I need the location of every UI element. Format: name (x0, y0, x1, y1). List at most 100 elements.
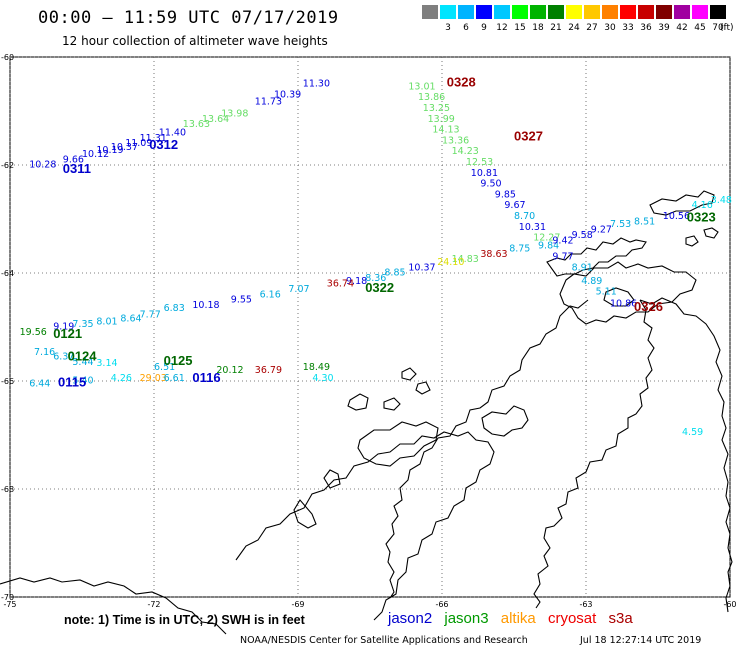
legend-swatch (566, 5, 582, 19)
wave-height-value: 9.77 (552, 252, 573, 263)
legend-swatch (494, 5, 510, 19)
legend-label: 45 (694, 23, 706, 33)
wave-height-value: 8.70 (514, 211, 535, 222)
coastline-peninsula-west (385, 299, 589, 599)
sat-altika: altika (500, 610, 536, 627)
legend-label: 9 (481, 23, 487, 33)
legend-label: 24 (568, 23, 580, 33)
legend-swatch (476, 5, 492, 19)
legend-swatch (584, 5, 600, 19)
wave-height-value: 7.35 (72, 319, 93, 330)
legend-label: 27 (586, 23, 598, 33)
wave-height-value: 10.12 (82, 149, 109, 160)
wave-height-value: 14.13 (432, 125, 459, 136)
longitude-label: -72 (147, 600, 160, 609)
wave-height-value: 13.25 (423, 103, 450, 114)
wave-height-value: 8.01 (96, 316, 117, 327)
wave-height-value: 9.42 (552, 235, 573, 246)
wave-height-value: 7.53 (610, 219, 631, 230)
wave-height-value: 36.79 (255, 365, 282, 376)
wave-height-value: 14.23 (452, 146, 479, 157)
longitude-label: -75 (3, 600, 16, 609)
wave-height-value: 7.16 (34, 347, 55, 358)
legend-label: 21 (550, 23, 562, 33)
legend-label: 33 (622, 23, 634, 33)
latitude-label: -70 (1, 593, 14, 602)
coastline-southwest (0, 577, 227, 635)
wave-height-value: 9.55 (231, 295, 252, 306)
footer-timestamp: Jul 18 12:27:14 UTC 2019 (580, 635, 702, 646)
legend-label: 6 (463, 23, 469, 33)
longitude-label: -69 (291, 600, 304, 609)
legend-label: 39 (658, 23, 670, 33)
latitude-label: -66 (1, 377, 14, 386)
wave-height-value: 38.63 (480, 249, 507, 260)
legend-label: 70 (712, 23, 724, 33)
wave-height-value: 12.27 (533, 233, 560, 244)
sat-jason3: jason3 (444, 610, 489, 627)
coastline-peninsula-east (533, 299, 655, 609)
wave-height-value: 5.11 (596, 287, 617, 298)
wave-height-value: 10.37 (111, 142, 138, 153)
legend-swatch (674, 5, 690, 19)
wave-height-value: 9.85 (495, 189, 516, 200)
legend-swatch (656, 5, 672, 19)
pass-time-label: 0327 (514, 129, 543, 144)
wave-height-value: 8.75 (509, 243, 530, 254)
wave-height-value: 7.07 (288, 284, 309, 295)
legend-unit: (ft) (720, 23, 734, 33)
wave-height-value: 18.49 (303, 362, 330, 373)
wave-height-value: 19.56 (20, 327, 47, 338)
coastline-islands-a (649, 190, 715, 216)
wave-height-value: 10.37 (408, 262, 435, 273)
pass-time-label: 0124 (68, 348, 98, 363)
wave-height-value: 6.51 (154, 362, 175, 373)
wave-height-value: 24.10 (437, 257, 464, 268)
wave-height-value: 8.51 (634, 216, 655, 227)
legend-swatch (422, 5, 438, 19)
wave-height-value: 13.01 (408, 81, 435, 92)
wave-height-value: 13.99 (428, 114, 455, 125)
map-title: 00:00 – 11:59 UTC 07/17/2019 (38, 8, 339, 28)
observation-labels: 10.28 9.6610.1210.1910.3711.0911.3111.401… (20, 75, 732, 438)
map-subtitle: 12 hour collection of altimeter wave hei… (62, 34, 328, 48)
footer-note: note: 1) Time is in UTC; 2) SWH is in fe… (64, 613, 305, 627)
wave-height-value: 13.36 (442, 135, 469, 146)
wave-height-value: 13.98 (221, 108, 248, 119)
latitude-label: -64 (1, 269, 14, 278)
wave-height-value: 9.84 (538, 241, 559, 252)
legend-swatch (620, 5, 636, 19)
longitude-label: -60 (723, 600, 736, 609)
latitude-label: -68 (1, 485, 14, 494)
legend-label: 3 (445, 23, 451, 33)
wave-height-value: 20.12 (216, 365, 243, 376)
coastline-biscoe-islands (383, 367, 431, 411)
coastline-south-shetlands (546, 237, 647, 277)
coastline-alexander-island (357, 421, 439, 467)
coastline-charcot (347, 393, 369, 411)
wave-height-value: 9.50 (480, 179, 501, 190)
wave-height-value: 4.26 (111, 373, 132, 384)
wave-height-value: 10.18 (192, 300, 219, 311)
wave-height-value: 11.73 (255, 97, 282, 108)
wave-height-value: 8.36 (365, 273, 386, 284)
pass-time-label: 0323 (687, 210, 716, 225)
wave-height-value: 13.64 (202, 114, 229, 125)
sat-jason2: jason2 (388, 610, 433, 627)
wave-height-value: 6.44 (29, 378, 50, 389)
wave-height-value: 6.83 (164, 303, 185, 314)
wave-height-value: 5.40 (72, 376, 93, 387)
longitude-label: -66 (435, 600, 448, 609)
legend-swatch (440, 5, 456, 19)
pass-time-label: 0322 (365, 280, 394, 295)
coastline-adelaide-island (481, 405, 529, 437)
wave-height-value: 10.19 (96, 145, 123, 156)
wave-height-value: 6.61 (164, 373, 185, 384)
wave-height-value: 9.19 (53, 322, 74, 333)
map-frame (9, 56, 731, 598)
legend-swatch (458, 5, 474, 19)
wave-height-value: 6.16 (260, 289, 281, 300)
wave-height-value: 14.83 (452, 254, 479, 265)
wave-height-value: 12.53 (466, 157, 493, 168)
wave-height-value: 9.58 (572, 230, 593, 241)
